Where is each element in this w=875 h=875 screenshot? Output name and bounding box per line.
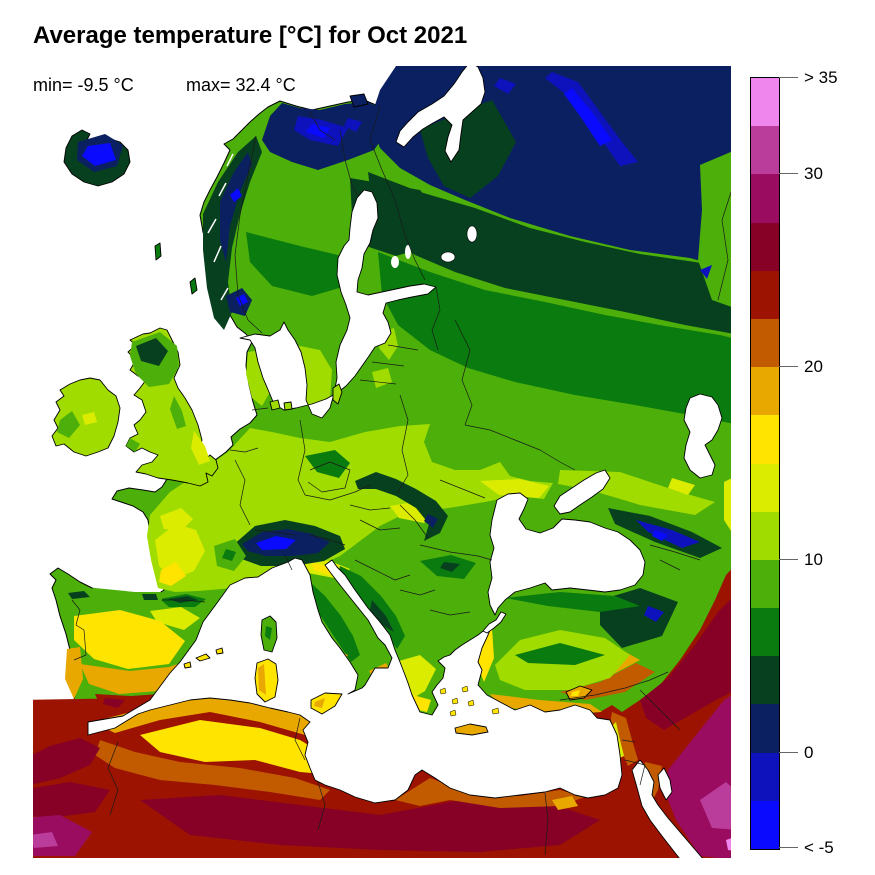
colorbar-segment (751, 318, 779, 368)
colorbar-segment (751, 463, 779, 512)
colorbar-segment (751, 78, 779, 127)
colorbar-segment (751, 222, 779, 271)
island-iceland (63, 129, 131, 187)
aegean-islands (439, 685, 500, 717)
colorbar-tick-label: 10 (804, 550, 823, 569)
colorbar-segment (751, 174, 779, 223)
colorbar-tick-mark (779, 559, 798, 560)
island-corsica (260, 615, 278, 653)
island-sicily (310, 692, 343, 715)
sea-of-marmara (482, 611, 507, 634)
lake-ladoga (440, 251, 456, 263)
colorbar-tick-label: > 35 (804, 68, 838, 87)
colorbar-tick-label: 20 (804, 357, 823, 376)
island-sardinia (254, 658, 279, 703)
colorbar-tick-mark (779, 752, 798, 753)
colorbar-tick-label: < -5 (804, 838, 834, 857)
seas (87, 66, 723, 858)
colorbar-segment (751, 270, 779, 319)
colorbar-tick-mark (779, 173, 798, 174)
island-menorca (215, 647, 224, 655)
colorbar-segment (751, 608, 779, 657)
island-shetland (189, 277, 198, 295)
colorbar-tick-mark (779, 366, 798, 367)
colorbar-segment (751, 656, 779, 705)
lake-onega (466, 225, 478, 243)
colorbar-segment (751, 752, 779, 801)
colorbar-segment (751, 126, 779, 175)
island-faroe (154, 242, 162, 261)
colorbar-segment (751, 415, 779, 464)
island-funen (283, 401, 293, 411)
norway-fjords (207, 153, 234, 301)
page-title: Average temperature [°C] for Oct 2021 (33, 22, 468, 49)
mediterranean-sea (87, 557, 623, 804)
red-sea (631, 759, 703, 858)
white-sea (395, 66, 486, 163)
island-crete (454, 723, 489, 736)
min-temperature-label: min= -9.5 °C (33, 75, 134, 95)
colorbar-segment (751, 559, 779, 609)
colorbar-tick-label: 30 (804, 164, 823, 183)
island-gotland (332, 383, 343, 405)
island-zealand (269, 399, 281, 411)
finnish-lake (405, 245, 411, 259)
max-temperature-label: max= 32.4 °C (186, 75, 296, 95)
island-great-britain (125, 327, 219, 487)
colorbar-tick-mark (779, 847, 798, 848)
colorbar-segment (751, 800, 779, 849)
caspian-sea (683, 393, 723, 479)
colorbar-segment (751, 367, 779, 416)
colorbar-tick-mark (779, 77, 798, 78)
colorbar (750, 77, 780, 850)
island-ibiza (183, 661, 192, 669)
colorbar-segment (751, 511, 779, 560)
country-borders (71, 105, 731, 856)
island-ireland (51, 377, 121, 457)
black-sea (487, 492, 646, 616)
sea-of-azov (553, 469, 611, 515)
island-mallorca (195, 653, 211, 662)
islands (51, 93, 593, 736)
colorbar-segment (751, 704, 779, 753)
island-kolguyev (349, 93, 369, 108)
finnish-lake (391, 256, 399, 268)
colorbar-tick-label: 0 (804, 743, 814, 762)
gulf-of-aqaba (657, 767, 673, 801)
